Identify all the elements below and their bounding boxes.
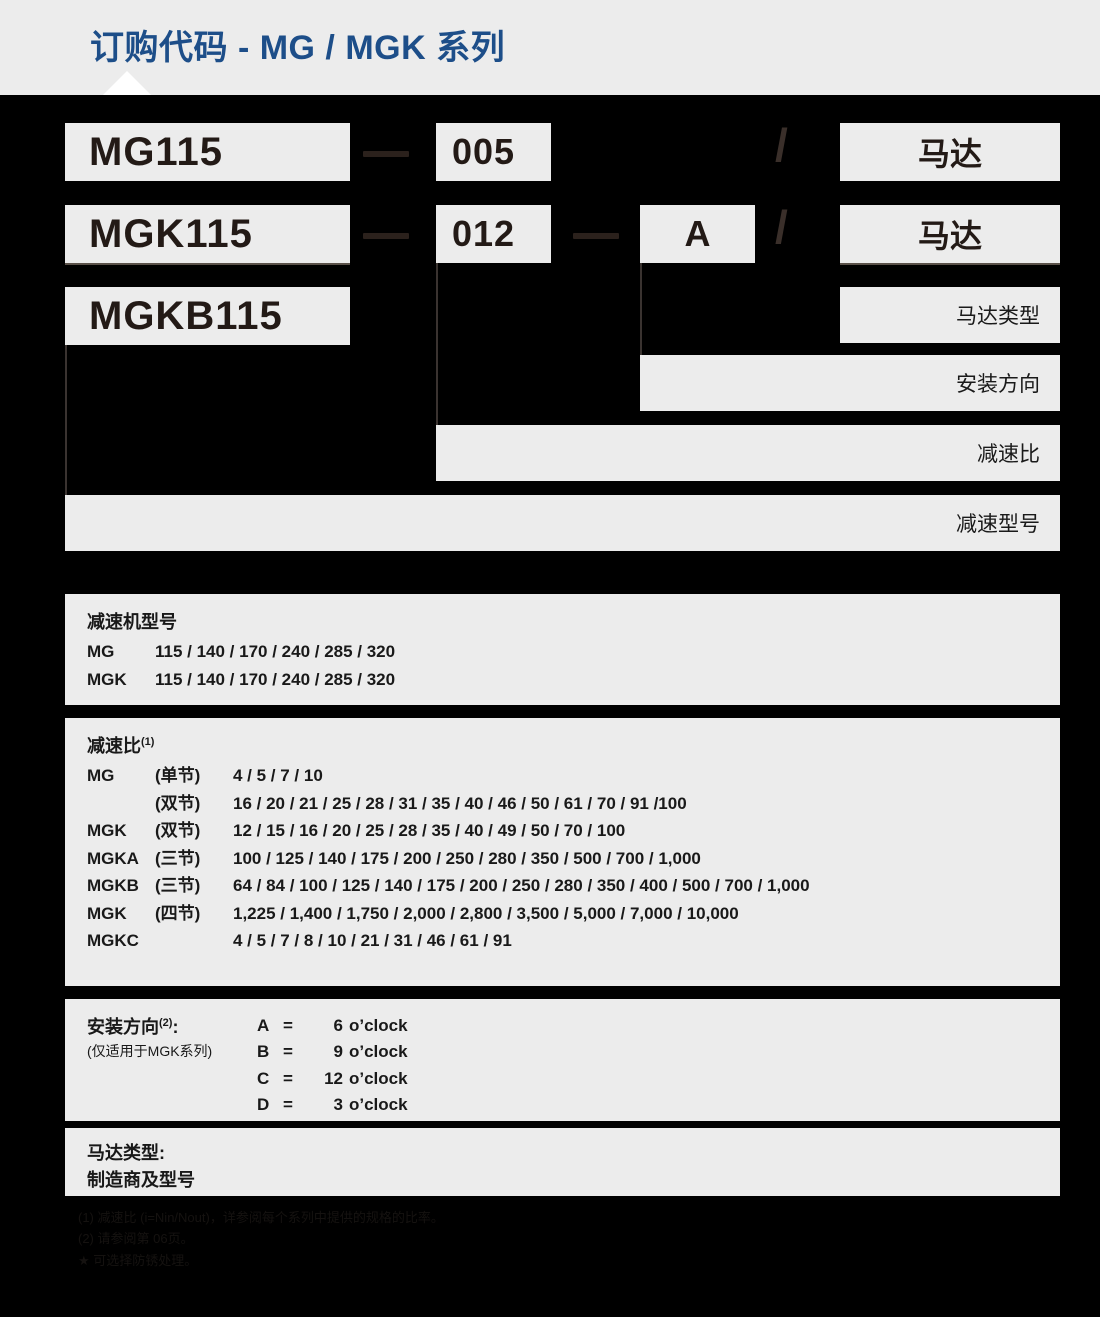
code-box-mount-row2: A <box>640 205 755 263</box>
model-series-values: 115 / 140 / 170 / 240 / 285 / 320 <box>155 642 396 661</box>
mount-option-eq: = <box>283 1068 293 1088</box>
mount-option-row: D = 3 o’clock <box>257 1092 1038 1118</box>
footnote-marker-2: (2) <box>159 1017 173 1029</box>
footnote-3: ★ 可选择防锈处理。 <box>78 1252 198 1268</box>
mount-option-key: A <box>257 1016 270 1035</box>
ratio-stage-label: (三节) <box>155 876 201 896</box>
model-series-label: MG <box>87 642 115 661</box>
ratio-row: MGKC 4 / 5 / 7 / 8 / 10 / 21 / 31 / 46 /… <box>87 927 1038 955</box>
ratio-series-label: MGK <box>87 821 127 841</box>
panel-reduction-ratio-title: 减速比(1) <box>87 732 1038 758</box>
ratio-series-label: MG <box>87 766 115 785</box>
panel-mount-title-text: 安装方向 <box>87 1017 159 1037</box>
mount-option-unit: o’clock <box>349 1016 408 1035</box>
model-series-values: 115 / 140 / 170 / 240 / 285 / 320 <box>155 669 396 689</box>
ratio-stage-label: (单节) <box>155 766 201 785</box>
ratio-series-label: MGKB <box>87 876 139 896</box>
separator-dash-row2 <box>363 233 409 239</box>
footnotes: (1) 减速比 (i=Nin/Nout)，详参阅每个系列中提供的规格的比率。 (… <box>78 1207 978 1271</box>
mount-option-key: D <box>257 1095 270 1115</box>
model-series-label: MGK <box>87 669 127 689</box>
ratio-values: 100 / 125 / 140 / 175 / 200 / 250 / 280 … <box>233 848 701 868</box>
panel-gear-models-title: 减速机型号 <box>87 612 177 632</box>
header-pointer-triangle <box>103 71 151 95</box>
order-code-diagram: MG115 005 / 马达 MGK115 012 A / 马达 MGKB115… <box>0 95 1100 560</box>
ratio-values: 4 / 5 / 7 / 10 <box>233 766 323 785</box>
diagram-label-motor-type: 马达类型 <box>840 287 1060 343</box>
ratio-row: MGK (四节) 1,225 / 1,400 / 1,750 / 2,000 /… <box>87 900 1038 928</box>
connector-line-motor <box>840 263 1060 265</box>
panel-motor-type-title: 马达类型: <box>87 1143 165 1163</box>
footnote-marker-1: (1) <box>141 736 155 748</box>
ratio-row: MG (单节) 4 / 5 / 7 / 10 <box>87 762 1038 790</box>
mount-option-hour: 9 <box>333 1042 343 1062</box>
panel-reduction-ratio: 减速比(1) MG (单节) 4 / 5 / 7 / 10 (双节) 16 / … <box>65 718 1060 986</box>
ratio-stage-label: (四节) <box>155 903 201 923</box>
header-band: 订购代码 - MG / MGK 系列 <box>0 0 1100 95</box>
code-box-ratio-row1: 005 <box>436 123 551 181</box>
diagram-label-ratio: 减速比 <box>436 425 1060 481</box>
separator-slash-row1: / <box>775 119 788 171</box>
mount-option-hour: 3 <box>333 1095 343 1115</box>
code-box-model-row1: MG115 <box>65 123 350 181</box>
ratio-values: 16 / 20 / 21 / 25 / 28 / 31 / 35 / 40 / … <box>233 793 687 813</box>
ratio-values: 12 / 15 / 16 / 20 / 25 / 28 / 35 / 40 / … <box>233 821 626 841</box>
separator-slash-row2: / <box>775 201 788 253</box>
ratio-stage-label: (三节) <box>155 848 201 868</box>
ratio-series-label: MGK <box>87 903 127 923</box>
ratio-series-label: MGKA <box>87 848 139 868</box>
panel-ratio-title-text: 减速比 <box>87 736 141 756</box>
mount-option-unit: o’clock <box>349 1042 408 1062</box>
code-box-motor-row2: 马达 <box>840 205 1060 263</box>
ratio-values: 4 / 5 / 7 / 8 / 10 / 21 / 31 / 46 / 61 /… <box>233 931 512 951</box>
connector-vline-mount <box>640 263 642 363</box>
panel-mounting-direction: 安装方向(2): (仅适用于MGK系列) A = 6 o’clock B = 9… <box>65 999 1060 1121</box>
connector-vline-model <box>65 345 67 495</box>
ratio-row: MGK (双节) 12 / 15 / 16 / 20 / 25 / 28 / 3… <box>87 817 1038 845</box>
mount-option-hour: 12 <box>324 1068 343 1088</box>
ratio-stage-label: (双节) <box>155 821 201 841</box>
diagram-label-model: 减速型号 <box>65 495 1060 551</box>
model-row: MGK 115 / 140 / 170 / 240 / 285 / 320 <box>87 666 1038 694</box>
connector-vline-ratio <box>436 263 438 433</box>
mount-option-eq: = <box>283 1095 293 1115</box>
mount-option-row: A = 6 o’clock <box>257 1013 1038 1039</box>
diagram-label-mount-direction: 安装方向 <box>640 355 1060 411</box>
code-box-model-row2: MGK115 <box>65 205 350 263</box>
mount-option-eq: = <box>283 1016 293 1035</box>
mount-option-key: C <box>257 1068 270 1088</box>
model-row: MG 115 / 140 / 170 / 240 / 285 / 320 <box>87 638 1038 666</box>
page-title: 订购代码 - MG / MGK 系列 <box>90 29 506 67</box>
ratio-row: MGKB (三节) 64 / 84 / 100 / 125 / 140 / 17… <box>87 872 1038 900</box>
footnote-2: (2) 请参阅第 06页。 <box>78 1231 194 1247</box>
ratio-values: 1,225 / 1,400 / 1,750 / 2,000 / 2,800 / … <box>233 903 739 923</box>
panel-mount-title-colon: : <box>172 1017 179 1037</box>
panel-mount-subtitle: (仅适用于MGK系列) <box>87 1043 213 1059</box>
panel-gear-models: 减速机型号 MG 115 / 140 / 170 / 240 / 285 / 3… <box>65 594 1060 705</box>
ratio-series-label: MGKC <box>87 931 139 951</box>
panel-motor-type-detail: 制造商及型号 <box>87 1170 195 1190</box>
ratio-row: (双节) 16 / 20 / 21 / 25 / 28 / 31 / 35 / … <box>87 790 1038 818</box>
mount-option-hour: 6 <box>333 1016 343 1035</box>
ratio-values: 64 / 84 / 100 / 125 / 140 / 175 / 200 / … <box>233 876 810 896</box>
mount-option-row: C = 12 o’clock <box>257 1066 1038 1092</box>
separator-dash-row1 <box>363 151 409 157</box>
footnote-1: (1) 减速比 (i=Nin/Nout)，详参阅每个系列中提供的规格的比率。 <box>78 1210 444 1225</box>
separator-dash-row2b <box>573 233 619 239</box>
code-box-motor-row1: 马达 <box>840 123 1060 181</box>
mount-option-eq: = <box>283 1042 293 1062</box>
connector-line-model <box>65 263 350 265</box>
panel-motor-type: 马达类型: 制造商及型号 <box>65 1128 1060 1196</box>
mount-option-row: B = 9 o’clock <box>257 1039 1038 1065</box>
ratio-stage-label: (双节) <box>155 793 201 813</box>
code-box-model-row3: MGKB115 <box>65 287 350 345</box>
mount-option-key: B <box>257 1042 270 1062</box>
mount-option-unit: o’clock <box>349 1068 408 1088</box>
panel-mount-title: 安装方向(2): <box>87 1013 257 1039</box>
code-box-ratio-row2: 012 <box>436 205 551 263</box>
ratio-row: MGKA (三节) 100 / 125 / 140 / 175 / 200 / … <box>87 845 1038 873</box>
mount-option-unit: o’clock <box>349 1095 408 1115</box>
